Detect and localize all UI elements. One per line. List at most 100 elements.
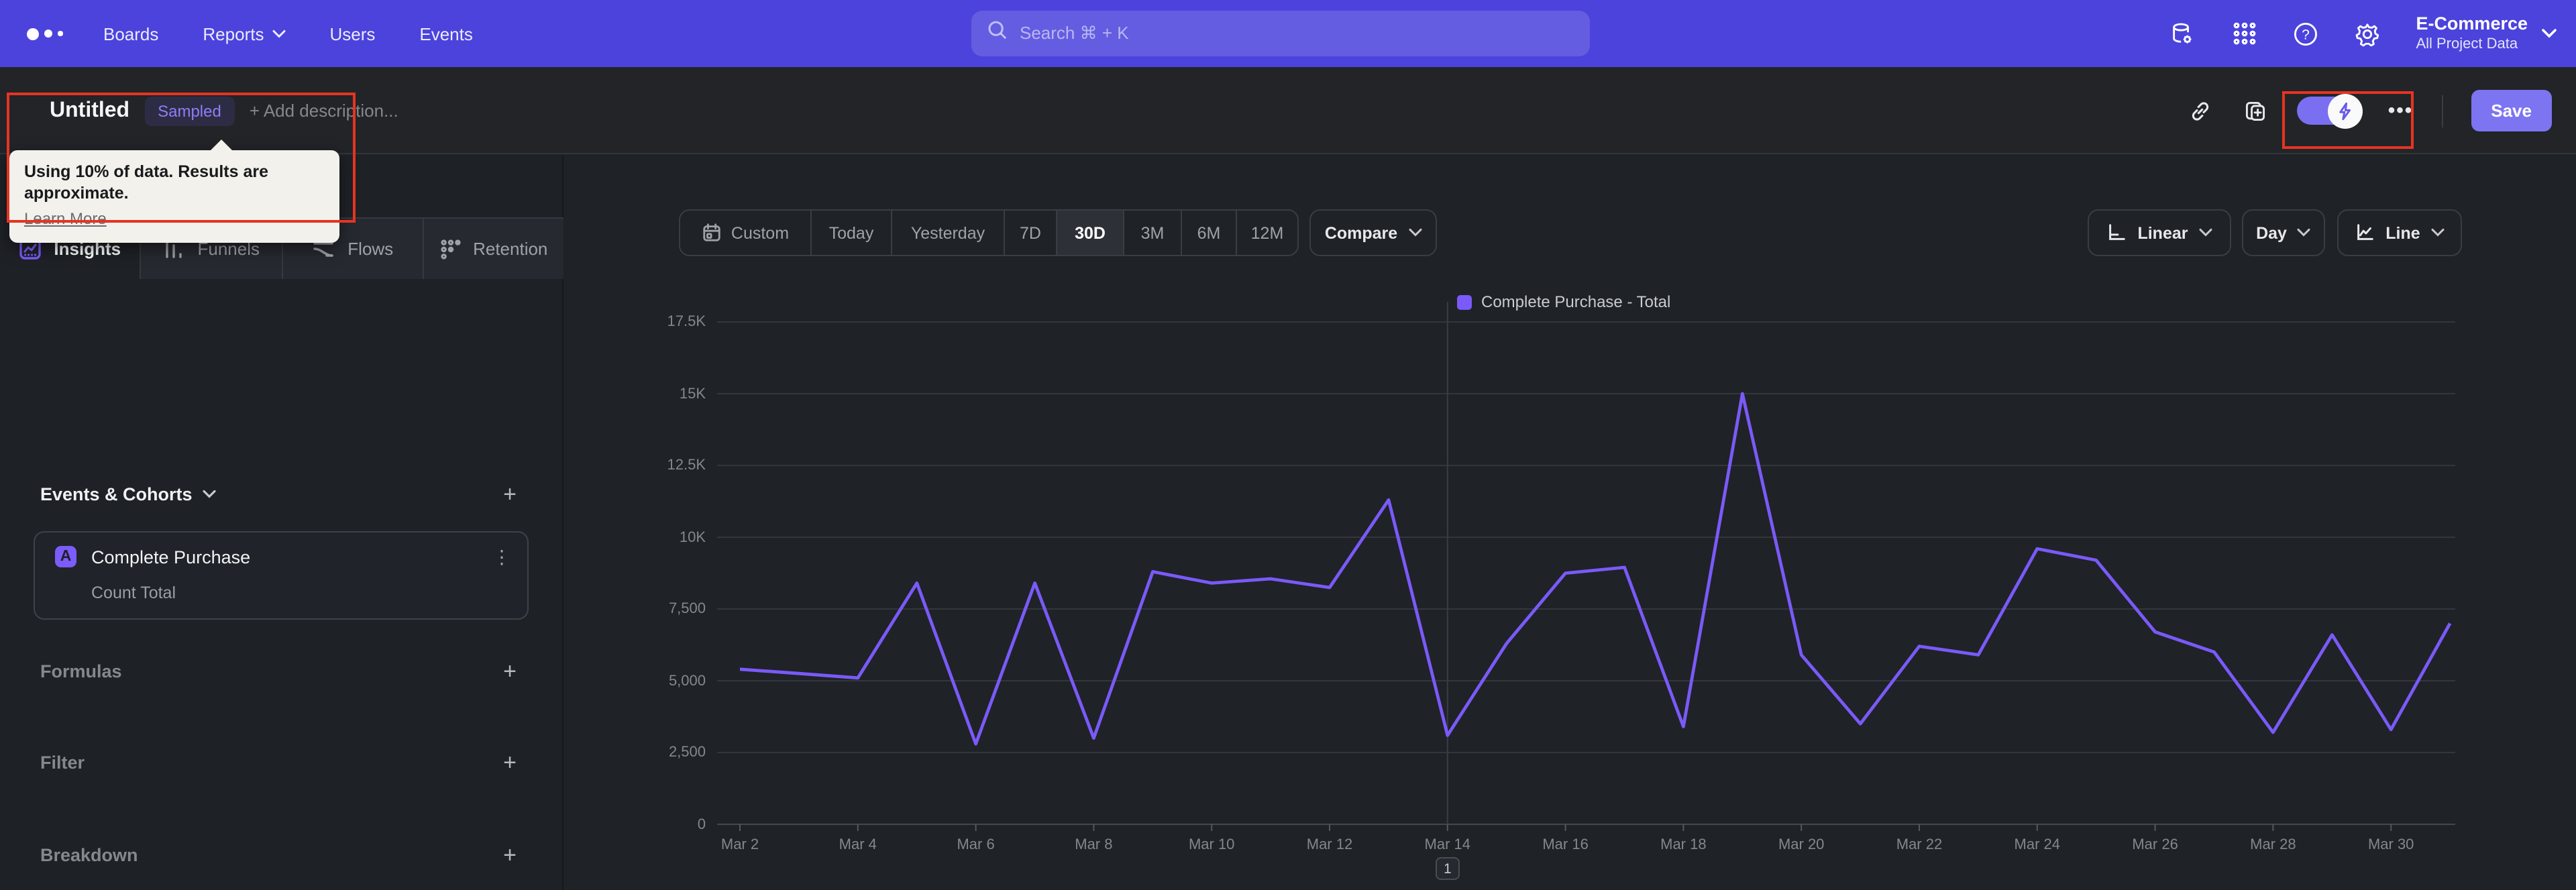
event-measurement[interactable]: Count Total bbox=[91, 583, 176, 602]
sampling-tooltip: Using 10% of data. Results are approxima… bbox=[9, 140, 339, 242]
sampled-badge[interactable]: Sampled bbox=[144, 96, 235, 125]
time-range-yesterday[interactable]: Yesterday bbox=[891, 211, 1004, 255]
x-axis-tick: Mar 6 bbox=[957, 836, 995, 852]
event-name[interactable]: Complete Purchase bbox=[91, 547, 251, 567]
y-axis-tick: 17.5K bbox=[667, 314, 706, 330]
add-formulas-button[interactable]: + bbox=[503, 659, 517, 684]
event-card[interactable]: A Complete Purchase Count Total ⋮ bbox=[34, 531, 529, 620]
events-cohorts-label[interactable]: Events & Cohorts bbox=[40, 484, 193, 504]
lightning-bolt-icon bbox=[2327, 93, 2363, 128]
x-axis-tick: Mar 14 bbox=[1424, 836, 1471, 852]
event-kebab-menu[interactable]: ⋮ bbox=[492, 546, 511, 567]
tab-label: Flows bbox=[347, 239, 394, 259]
project-name: E-Commerce bbox=[2416, 13, 2528, 34]
y-axis-tick: 15K bbox=[679, 386, 706, 402]
section-label: Breakdown bbox=[40, 845, 138, 865]
chevron-down-icon bbox=[2199, 228, 2212, 237]
time-range-group: Custom Today Yesterday 7D 30D 3M 6M 12M bbox=[679, 209, 1299, 256]
share-link-icon[interactable] bbox=[2187, 97, 2214, 124]
add-description-button[interactable]: + Add description... bbox=[249, 101, 398, 121]
y-axis-tick: 7,500 bbox=[668, 601, 706, 617]
time-range-label: Today bbox=[828, 223, 874, 242]
add-event-button[interactable]: + bbox=[503, 482, 517, 507]
sidebar-section-breakdown: Breakdown + bbox=[40, 844, 517, 867]
legend-swatch bbox=[1457, 294, 1472, 309]
save-button[interactable]: Save bbox=[2471, 90, 2552, 131]
y-axis-tick: 12.5K bbox=[667, 457, 706, 474]
annotation-marker-1[interactable]: 1 bbox=[1435, 857, 1460, 880]
charttype-label: Line bbox=[2385, 223, 2420, 242]
x-axis-tick: Mar 4 bbox=[839, 836, 877, 852]
data-management-icon[interactable] bbox=[2169, 20, 2196, 47]
section-label: Formulas bbox=[40, 661, 122, 681]
nav-item-label: Boards bbox=[103, 23, 159, 44]
compare-label: Compare bbox=[1324, 223, 1398, 242]
series-line bbox=[739, 392, 2452, 746]
time-range-custom[interactable]: Custom bbox=[680, 211, 810, 255]
x-axis-tick: Mar 12 bbox=[1306, 836, 1353, 852]
chart-legend[interactable]: Complete Purchase - Total bbox=[1457, 292, 1670, 311]
x-axis-tick: Mar 18 bbox=[1660, 836, 1707, 852]
funnels-icon bbox=[166, 239, 182, 258]
scale-label: Linear bbox=[2137, 223, 2188, 242]
time-range-label: 7D bbox=[1020, 223, 1041, 242]
time-range-30d[interactable]: 30D bbox=[1056, 211, 1123, 255]
line-chart-icon bbox=[2357, 224, 2374, 240]
legend-label: Complete Purchase - Total bbox=[1481, 292, 1671, 311]
nav-item-reports[interactable]: Reports bbox=[203, 23, 285, 44]
sidebar-section-formulas: Formulas + bbox=[40, 660, 517, 683]
time-range-12m[interactable]: 12M bbox=[1236, 211, 1297, 255]
flows-icon bbox=[313, 241, 333, 256]
nav-item-boards[interactable]: Boards bbox=[103, 23, 158, 44]
tooltip-message: Using 10% of data. Results are approxima… bbox=[24, 162, 269, 203]
apps-grid-icon[interactable] bbox=[2231, 20, 2257, 47]
time-range-label: 6M bbox=[1197, 223, 1221, 242]
time-range-3m[interactable]: 3M bbox=[1123, 211, 1181, 255]
search-input[interactable]: Search ⌘ + K bbox=[971, 11, 1590, 56]
save-to-board-icon[interactable] bbox=[2242, 97, 2269, 124]
search-icon bbox=[987, 20, 1008, 47]
tab-label: Funnels bbox=[197, 239, 260, 259]
chevron-down-icon bbox=[2431, 228, 2445, 237]
time-range-6m[interactable]: 6M bbox=[1181, 211, 1236, 255]
x-axis-tick: Mar 22 bbox=[1896, 836, 1943, 852]
sampling-toggle[interactable] bbox=[2296, 93, 2363, 128]
more-menu-button[interactable]: ••• bbox=[2387, 99, 2414, 122]
time-range-today[interactable]: Today bbox=[810, 211, 891, 255]
x-axis-tick: Mar 20 bbox=[1778, 836, 1825, 852]
time-range-label: 12M bbox=[1250, 223, 1284, 242]
time-range-7d[interactable]: 7D bbox=[1004, 211, 1056, 255]
project-selector[interactable]: E-Commerce All Project Data bbox=[2416, 13, 2557, 54]
event-letter-badge: A bbox=[55, 546, 76, 567]
charttype-dropdown[interactable]: Line bbox=[2337, 209, 2462, 256]
svg-text:?: ? bbox=[2302, 27, 2310, 42]
chevron-down-icon bbox=[203, 490, 217, 498]
tab-retention[interactable]: Retention bbox=[422, 217, 564, 279]
nav-item-label: Users bbox=[329, 23, 376, 44]
chart-panel: Custom Today Yesterday 7D 30D 3M 6M 12M Compare… bbox=[564, 156, 2576, 890]
learn-more-link[interactable]: Learn More bbox=[24, 209, 107, 227]
nav-item-events[interactable]: Events bbox=[419, 23, 473, 44]
scale-dropdown[interactable]: Linear bbox=[2088, 209, 2231, 256]
line-chart[interactable] bbox=[564, 268, 2576, 889]
query-sidebar: Insights Funnels Flows Retention Events & C… bbox=[0, 156, 564, 890]
x-axis-tick: Mar 8 bbox=[1075, 836, 1113, 852]
compare-dropdown[interactable]: Compare bbox=[1309, 209, 1437, 256]
chevron-down-icon bbox=[2298, 228, 2311, 237]
x-axis-tick: Mar 24 bbox=[2014, 836, 2061, 852]
sidebar-section-filter: Filter + bbox=[40, 751, 517, 774]
divider bbox=[2441, 95, 2443, 127]
settings-gear-icon[interactable] bbox=[2354, 20, 2381, 47]
help-icon[interactable]: ? bbox=[2292, 20, 2319, 47]
nav-item-users[interactable]: Users bbox=[329, 23, 375, 44]
interval-dropdown[interactable]: Day bbox=[2242, 209, 2325, 256]
time-range-label: Yesterday bbox=[910, 223, 985, 242]
mixpanel-logo-icon[interactable] bbox=[27, 0, 62, 67]
nav-item-label: Reports bbox=[203, 23, 264, 44]
retention-icon bbox=[440, 239, 460, 259]
section-label: Filter bbox=[40, 753, 85, 773]
add-breakdown-button[interactable]: + bbox=[503, 842, 517, 868]
add-filter-button[interactable]: + bbox=[503, 750, 517, 775]
report-title[interactable]: Untitled bbox=[50, 99, 130, 121]
